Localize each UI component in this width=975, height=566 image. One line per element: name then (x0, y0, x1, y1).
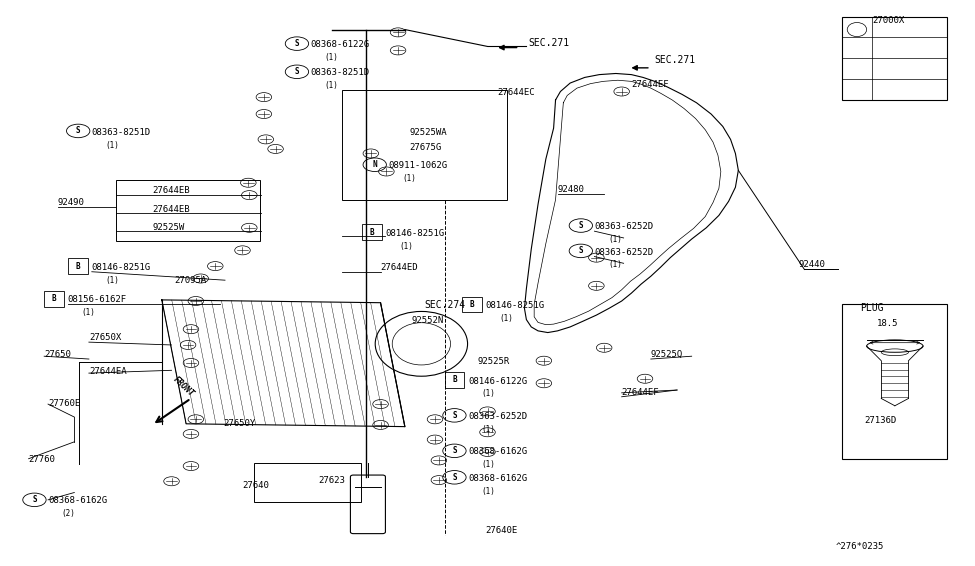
Text: SEC.271: SEC.271 (528, 38, 569, 48)
Text: 27136D: 27136D (865, 416, 897, 425)
Text: S: S (578, 221, 583, 230)
Text: 27644EB: 27644EB (152, 205, 190, 214)
Text: ^276*0235: ^276*0235 (836, 542, 884, 551)
Text: 92525WA: 92525WA (410, 127, 448, 136)
Text: (1): (1) (402, 174, 415, 183)
Bar (445, 372, 464, 388)
Text: (1): (1) (105, 140, 119, 149)
Text: 08368-6162G: 08368-6162G (468, 474, 527, 483)
Text: (1): (1) (399, 242, 412, 251)
Text: 92525W: 92525W (152, 224, 184, 232)
Text: 08368-6162G: 08368-6162G (468, 448, 527, 456)
Text: 08363-8251D: 08363-8251D (92, 127, 151, 136)
Text: (1): (1) (608, 235, 622, 244)
Text: 27640E: 27640E (486, 526, 518, 535)
Text: 08363-6252D: 08363-6252D (595, 247, 653, 256)
Text: B: B (470, 300, 474, 309)
Text: 27644EF: 27644EF (632, 80, 669, 89)
Text: S: S (76, 126, 81, 135)
Text: 08911-1062G: 08911-1062G (388, 161, 448, 170)
Text: SEC.271: SEC.271 (655, 55, 696, 65)
Text: 08146-8251G: 08146-8251G (92, 263, 151, 272)
Text: (1): (1) (482, 425, 495, 434)
Text: S: S (452, 473, 456, 482)
Text: 27644EB: 27644EB (152, 186, 190, 195)
Text: N: N (372, 160, 377, 169)
Text: 08156-6162F: 08156-6162F (67, 295, 127, 305)
Text: (2): (2) (61, 509, 75, 518)
Text: 08368-6122G: 08368-6122G (311, 40, 370, 49)
Text: 08146-8251G: 08146-8251G (486, 301, 545, 310)
Text: 18.5: 18.5 (877, 319, 898, 328)
Text: (1): (1) (482, 487, 495, 496)
Text: S: S (294, 67, 299, 76)
Text: B: B (452, 375, 456, 384)
Text: 27760E: 27760E (48, 399, 80, 408)
Text: 08146-8251G: 08146-8251G (385, 229, 445, 238)
Text: (1): (1) (105, 276, 119, 285)
Bar (44, 291, 63, 307)
Text: (1): (1) (608, 260, 622, 269)
Text: 92552N: 92552N (411, 316, 444, 325)
Text: 92525R: 92525R (478, 357, 510, 366)
Bar (116, 180, 260, 241)
Text: PLUG: PLUG (860, 303, 883, 313)
Text: 92525Q: 92525Q (651, 350, 683, 359)
Text: 92480: 92480 (558, 185, 584, 194)
Text: 27644EF: 27644EF (622, 388, 659, 397)
Text: (1): (1) (482, 460, 495, 469)
Text: 27623: 27623 (318, 475, 345, 484)
Text: B: B (76, 261, 81, 271)
Text: (1): (1) (324, 53, 338, 62)
Text: B: B (370, 228, 374, 237)
Text: 27644EA: 27644EA (89, 367, 127, 376)
Text: S: S (452, 411, 456, 420)
Bar (341, 90, 507, 200)
Text: S: S (578, 246, 583, 255)
Text: 27000X: 27000X (873, 16, 905, 25)
Text: (1): (1) (324, 82, 338, 91)
Text: S: S (32, 495, 37, 504)
Text: 27760: 27760 (28, 456, 56, 464)
Text: (1): (1) (81, 308, 95, 318)
Text: (1): (1) (482, 389, 495, 398)
Text: (1): (1) (499, 314, 513, 323)
Text: 92490: 92490 (58, 198, 85, 207)
Text: 08363-8251D: 08363-8251D (311, 68, 370, 78)
Text: 08363-6252D: 08363-6252D (468, 412, 527, 421)
Text: 27650: 27650 (44, 350, 71, 359)
Text: B: B (52, 294, 57, 303)
Bar (254, 463, 361, 501)
Text: 27644EC: 27644EC (497, 88, 535, 97)
Text: 08363-6252D: 08363-6252D (595, 222, 653, 231)
Text: 08368-6162G: 08368-6162G (48, 496, 107, 505)
Text: 27640: 27640 (243, 481, 269, 490)
Text: S: S (452, 447, 456, 455)
Text: 27650Y: 27650Y (223, 419, 255, 428)
Text: 27644ED: 27644ED (380, 263, 418, 272)
Text: 08146-6122G: 08146-6122G (468, 376, 527, 385)
Text: FRONT: FRONT (172, 375, 196, 399)
Bar (462, 297, 482, 312)
Text: SEC.274: SEC.274 (424, 300, 465, 310)
Text: S: S (294, 39, 299, 48)
Text: 27650X: 27650X (89, 333, 121, 342)
Text: 27675G: 27675G (410, 143, 442, 152)
Text: 27095A: 27095A (175, 276, 207, 285)
Bar (362, 225, 381, 240)
Bar (842, 16, 948, 100)
Bar (842, 304, 948, 458)
Text: 92440: 92440 (799, 260, 826, 269)
Bar (68, 258, 88, 274)
